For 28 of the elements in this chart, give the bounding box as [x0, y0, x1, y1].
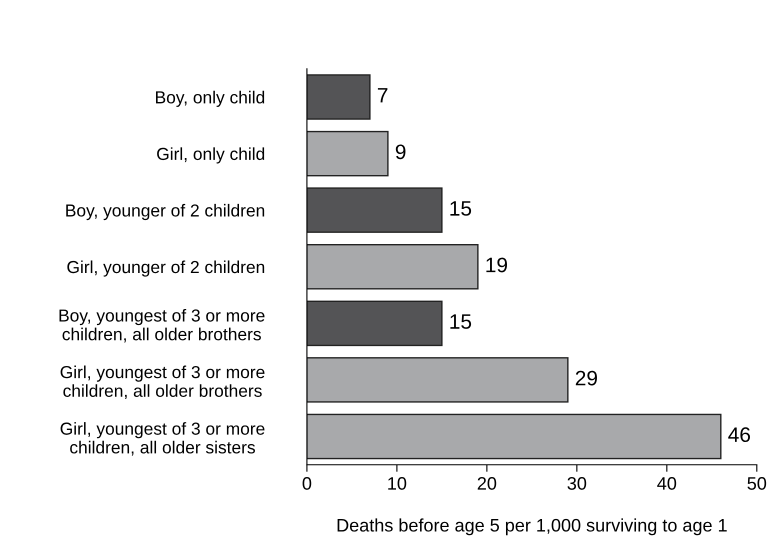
- data-label: 19: [486, 258, 507, 272]
- bar: [306, 357, 569, 403]
- bar: [306, 414, 722, 460]
- x-tick-label: 30: [567, 477, 586, 490]
- y-tick-label: Girl, youngest of 3 or more children, all older brothers: [60, 366, 264, 400]
- x-axis-title: Deaths before age 5 per 1,000 surviving to age 1: [338, 518, 727, 536]
- y-tick-label: Boy, younger of 2 children: [66, 204, 264, 220]
- bar: [306, 244, 479, 290]
- y-tick-label: Girl, younger of 2 children: [67, 260, 264, 277]
- data-label: 9: [396, 144, 406, 160]
- y-tick-label: Boy, only child: [156, 90, 264, 107]
- bar: [306, 300, 443, 346]
- x-tick-label: 0: [302, 477, 312, 490]
- data-label: 7: [378, 88, 388, 102]
- data-label: 29: [576, 370, 597, 386]
- data-label: 46: [728, 427, 750, 442]
- x-tick-label: 40: [657, 477, 676, 490]
- data-label: 15: [450, 314, 472, 329]
- x-tick-label: 50: [747, 477, 766, 490]
- y-tick-label: Girl, only child: [157, 147, 264, 164]
- data-label: 15: [450, 201, 472, 216]
- bar: [306, 187, 443, 233]
- bar: [306, 130, 389, 176]
- bar: [306, 74, 371, 120]
- x-tick-label: 20: [478, 477, 496, 490]
- y-tick-label: Girl, youngest of 3 or more children, all older sisters: [60, 422, 264, 456]
- x-tick-label: 10: [388, 477, 406, 490]
- y-tick-label: Boy, youngest of 3 or more children, all older brothers: [60, 308, 264, 342]
